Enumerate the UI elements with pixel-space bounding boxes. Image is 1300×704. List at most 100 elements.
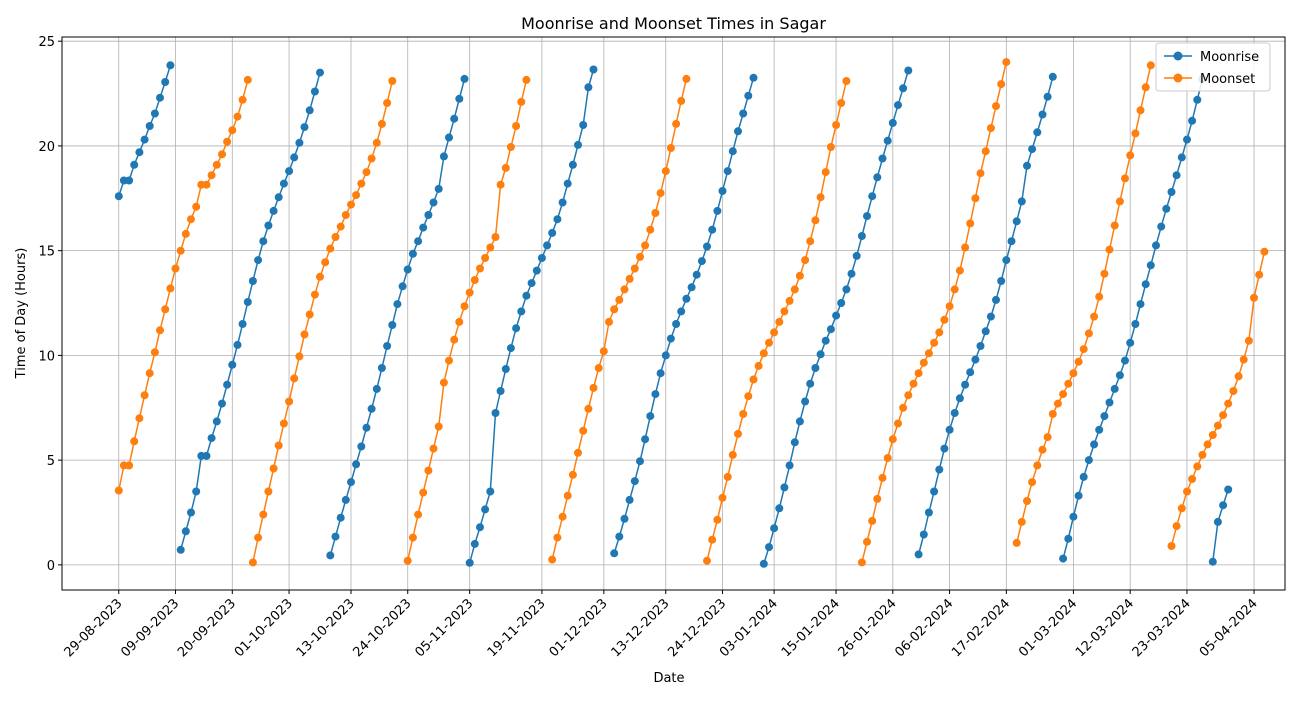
moonrise-point [187,508,195,517]
moonrise-point [780,483,789,492]
moonrise-point [904,66,913,75]
moonset-point [594,364,603,372]
moonrise-point [553,215,562,224]
moonset-point [445,356,453,365]
moonset-point [1244,336,1253,345]
moonset-point [878,473,887,482]
moonset-point [372,138,381,147]
moonset-point [187,215,195,224]
y-tick-label: 25 [38,35,55,50]
moonrise-point [372,384,381,393]
moonset-point [233,112,242,121]
moonrise-point [868,192,877,201]
moonset-point [1239,355,1248,364]
moonrise-point [1162,204,1171,213]
moonset-point [930,338,939,347]
moonrise-point [795,417,804,426]
moonrise-point [579,121,588,129]
moonrise-point [1146,261,1155,270]
moonset-point [1255,270,1264,279]
moonrise-point [414,237,423,246]
moonset-point [347,200,355,209]
moonrise-point [439,152,448,161]
moonrise-point [150,109,159,118]
moonrise-point [218,399,226,408]
moonrise-point [347,478,355,487]
moonset-point [161,305,170,314]
moonset-point [419,488,428,497]
moonrise-point [259,237,268,246]
moonrise-point [847,269,856,278]
moonrise-line-segment [1062,78,1204,559]
moonset-point [450,335,459,344]
moonset-point [439,378,448,387]
moonset-point [605,317,613,326]
moonrise-point [641,435,650,444]
moonset-point [1115,197,1124,206]
moonrise-point [527,279,536,288]
moonset-point [574,448,582,457]
moonset-point [1188,475,1197,483]
moonset-point [218,150,226,159]
moonrise-point [656,369,665,378]
moonrise-point [924,508,933,517]
moonset-point [1141,83,1150,92]
moonset-point [558,512,567,521]
moonrise-point [739,109,748,118]
moonset-point [1090,312,1099,321]
moonset-point [661,167,670,176]
moonrise-point [269,206,278,215]
moonrise-point [181,527,190,536]
moonrise-point [460,74,469,83]
moonrise-point [1115,371,1124,380]
moonrise-point [341,495,350,504]
moonrise-point [878,154,887,163]
moonset-point [883,454,892,462]
moonset-point [491,233,500,241]
moonset-point [336,222,345,231]
moonset-point [290,374,299,383]
moonrise-point [589,65,598,74]
moonset-point [904,391,913,400]
moonrise-point [666,334,675,343]
legend-frame [1155,42,1271,92]
moonset-point [1146,61,1155,70]
moonrise-point [770,524,779,533]
series [114,58,1269,568]
moonset-point [739,410,748,418]
moonrise-point [290,153,299,162]
moonset-point [563,491,572,500]
moonset-point [837,99,846,107]
moonrise-point [775,504,784,513]
moonset-point [357,179,366,188]
moonrise-point [1131,320,1140,328]
moonset-point [940,315,949,324]
moonrise-point [1121,356,1129,365]
moonrise-point [352,460,361,469]
moonset-point [780,307,789,316]
moonrise-point [326,551,335,560]
moonrise-point [971,355,980,364]
moonrise-point [821,336,830,345]
moonset-point [1017,517,1026,526]
moonset-point [981,147,990,156]
moonrise-point [816,350,825,359]
moonrise-point [857,232,866,240]
moonrise-point [1033,128,1042,137]
moonrise-point [563,179,572,188]
moonrise-point [997,277,1006,285]
moonset-point [223,137,232,146]
moonset-point [615,295,624,304]
moonset-point [677,96,686,105]
moonset-point [1033,461,1042,470]
moonrise-point [481,505,490,514]
moonset-point [243,75,252,84]
moonrise-point [1012,217,1021,226]
moonset-point [166,284,175,293]
moonrise-point [300,123,309,132]
moonrise-point [419,223,428,232]
moonset-point [506,143,515,151]
moonrise-point [677,307,686,316]
moonrise-point [310,87,319,96]
moonset-point [579,426,588,435]
